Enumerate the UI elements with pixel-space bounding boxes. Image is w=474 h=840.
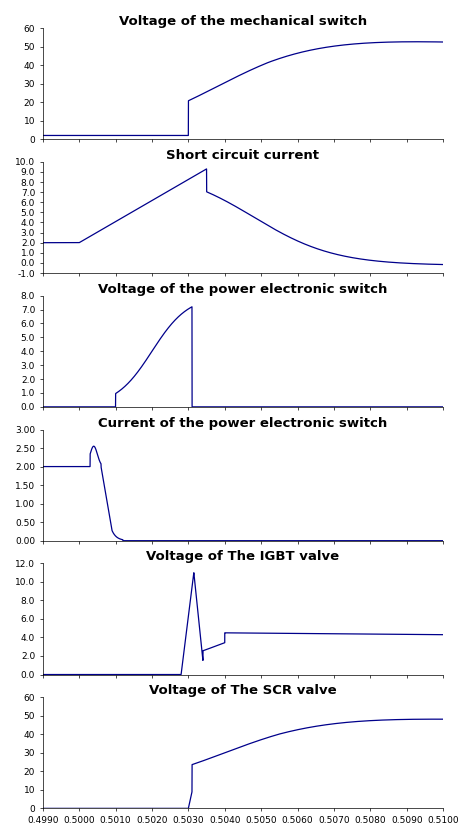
Title: Voltage of the mechanical switch: Voltage of the mechanical switch bbox=[119, 15, 367, 28]
Title: Current of the power electronic switch: Current of the power electronic switch bbox=[98, 417, 388, 429]
Title: Voltage of The SCR valve: Voltage of The SCR valve bbox=[149, 685, 337, 697]
Title: Voltage of The IGBT valve: Voltage of The IGBT valve bbox=[146, 550, 339, 564]
Title: Voltage of the power electronic switch: Voltage of the power electronic switch bbox=[98, 283, 388, 296]
Title: Short circuit current: Short circuit current bbox=[166, 149, 319, 162]
